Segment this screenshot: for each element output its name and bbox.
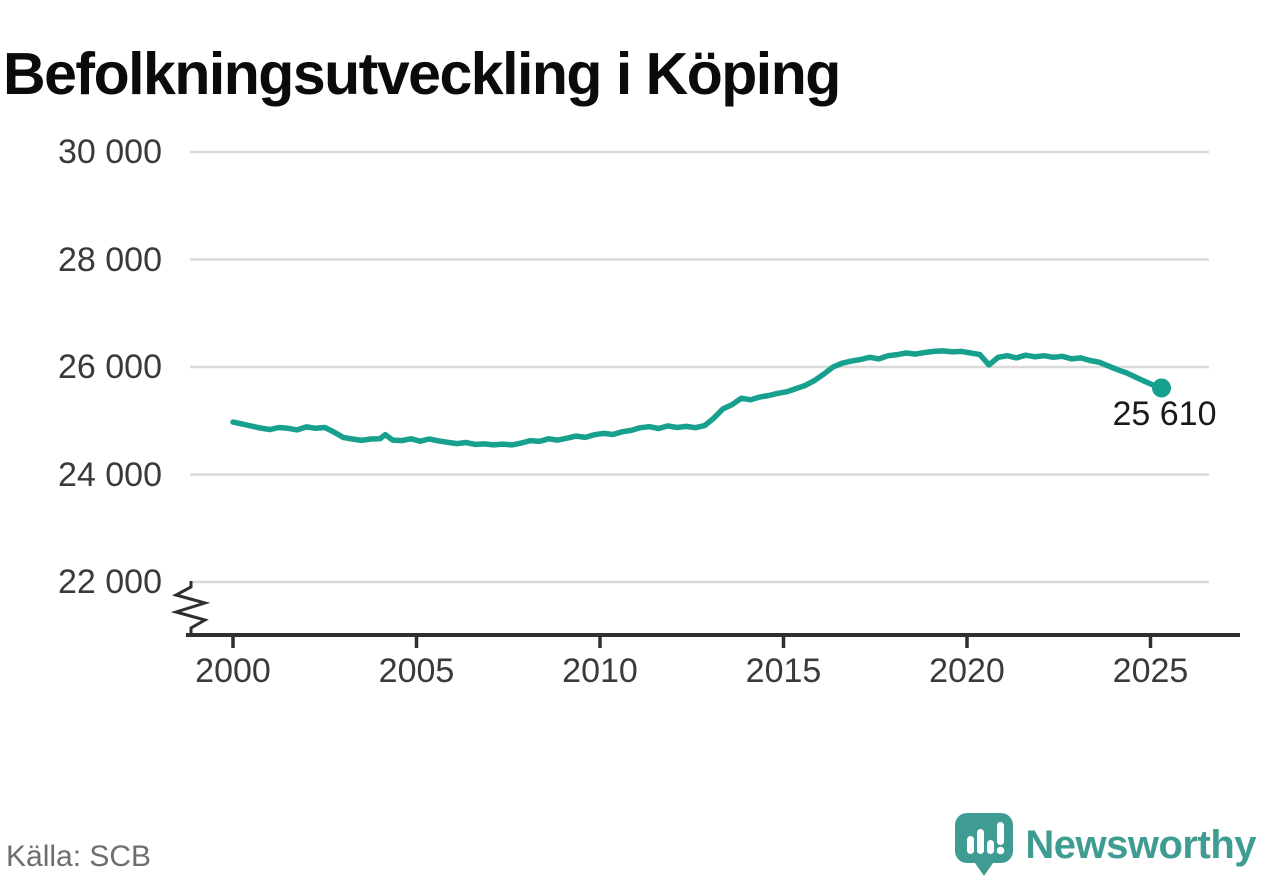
y-tick-label: 30 000 bbox=[58, 133, 162, 171]
chart-title: Befolkningsutveckling i Köping bbox=[3, 40, 841, 107]
x-tick-label: 2025 bbox=[1112, 652, 1189, 690]
x-tick-label: 2020 bbox=[929, 652, 1005, 690]
bar-chart-exclamation-glyph bbox=[967, 822, 1005, 855]
newsworthy-logo: Newsworthy bbox=[955, 812, 1256, 878]
y-tick-label: 26 000 bbox=[58, 348, 162, 386]
x-tick-label: 2015 bbox=[745, 652, 822, 690]
y-tick-label: 24 000 bbox=[58, 455, 162, 494]
x-tick-label: 2000 bbox=[195, 652, 271, 690]
axis-break-zigzag-icon bbox=[170, 581, 211, 634]
brand-name: Newsworthy bbox=[1025, 823, 1256, 867]
source-caption: Källa: SCB bbox=[6, 840, 152, 873]
latest-value-dot bbox=[1152, 378, 1172, 398]
latest-value-label: 25 610 bbox=[1112, 394, 1217, 433]
x-tick-label: 2005 bbox=[378, 652, 455, 690]
y-tick-label: 22 000 bbox=[58, 563, 162, 601]
y-tick-label: 28 000 bbox=[58, 240, 162, 279]
newsworthy-bubble-chart-icon bbox=[955, 813, 1014, 876]
x-axis-ticks bbox=[231, 637, 1153, 648]
x-tick-label: 2010 bbox=[562, 652, 638, 690]
gridlines bbox=[190, 150, 1209, 584]
population-line bbox=[230, 348, 1165, 448]
